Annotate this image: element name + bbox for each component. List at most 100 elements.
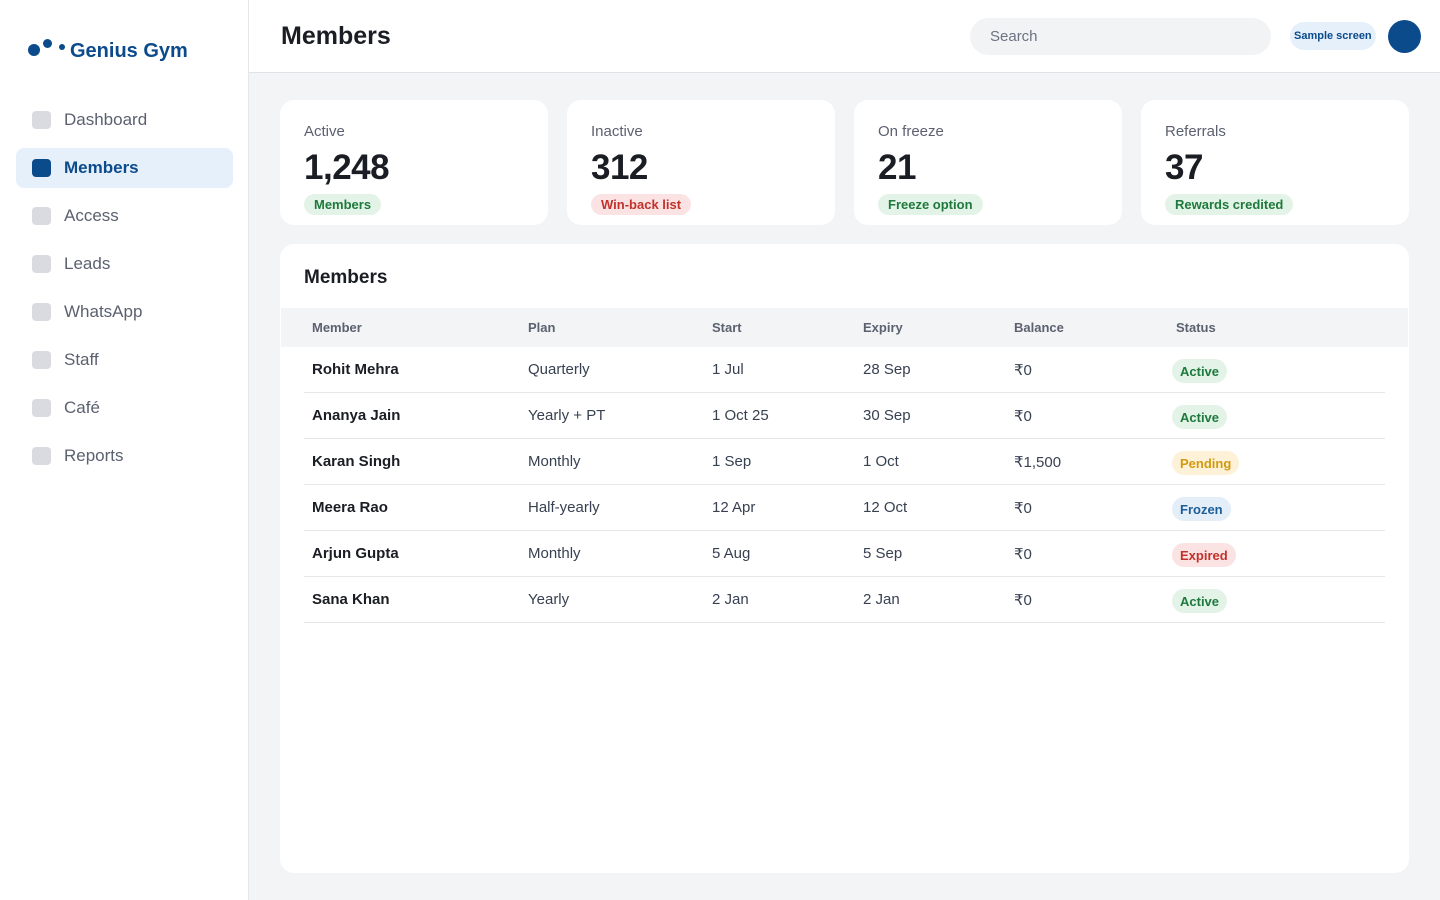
- brand-logo[interactable]: Genius Gym: [28, 30, 188, 70]
- plan-cell: Monthly: [528, 545, 581, 562]
- expiry-cell: 12 Oct: [863, 499, 908, 516]
- page-title: Members: [281, 22, 391, 50]
- cafe-icon: [32, 399, 51, 417]
- start-cell: 12 Apr: [712, 499, 756, 516]
- sidebar-item-label: Staff: [64, 350, 99, 369]
- expiry-cell: 28 Sep: [863, 361, 911, 378]
- stat-value: 1,248: [304, 148, 390, 187]
- sidebar-item-label: Café: [64, 398, 100, 417]
- member-name[interactable]: Rohit Mehra: [312, 361, 399, 378]
- column-header-start[interactable]: Start: [712, 320, 742, 335]
- stat-label: Referrals: [1165, 123, 1226, 140]
- balance-cell: ₹0: [1014, 362, 1032, 379]
- whatsapp-icon: [32, 303, 51, 321]
- member-name[interactable]: Meera Rao: [312, 499, 388, 516]
- sidebar-item-whatsapp[interactable]: WhatsApp: [16, 292, 233, 332]
- sidebar-item-label: Leads: [64, 254, 111, 273]
- plan-cell: Monthly: [528, 453, 581, 470]
- column-header-status[interactable]: Status: [1176, 320, 1216, 335]
- sidebar-item-staff[interactable]: Staff: [16, 340, 233, 380]
- dashboard-icon: [32, 111, 51, 129]
- plan-cell: Quarterly: [528, 361, 590, 378]
- search-input[interactable]: [970, 18, 1271, 55]
- sidebar-item-members[interactable]: Members: [16, 148, 233, 188]
- sample-screen-badge: Sample screen: [1290, 22, 1376, 50]
- sidebar-item-label: Reports: [64, 446, 124, 465]
- stat-badge: Members: [304, 194, 382, 215]
- column-header-member[interactable]: Member: [312, 320, 362, 335]
- member-name[interactable]: Sana Khan: [312, 591, 390, 608]
- member-name[interactable]: Arjun Gupta: [312, 545, 399, 562]
- sidebar-item-label: Access: [64, 206, 119, 225]
- sidebar-item-label: WhatsApp: [64, 302, 143, 321]
- stat-card-active[interactable]: Active 1,248 Members: [280, 100, 548, 225]
- table-row[interactable]: Ananya Jain Yearly + PT 1 Oct 25 30 Sep …: [304, 393, 1385, 439]
- stat-value: 37: [1165, 148, 1203, 187]
- plan-cell: Yearly: [528, 591, 570, 608]
- stat-card-on-freeze[interactable]: On freeze 21 Freeze option: [854, 100, 1122, 225]
- plan-cell: Half-yearly: [528, 499, 600, 516]
- sidebar-item-access[interactable]: Access: [16, 196, 233, 236]
- table-row[interactable]: Karan Singh Monthly 1 Sep 1 Oct ₹1,500 P…: [304, 439, 1385, 485]
- stat-value: 21: [878, 148, 916, 187]
- balance-cell: ₹0: [1014, 546, 1032, 563]
- sidebar-item-leads[interactable]: Leads: [16, 244, 233, 284]
- status-badge: Expired: [1172, 543, 1236, 567]
- balance-cell: ₹1,500: [1014, 454, 1062, 471]
- sidebar-item-cafe[interactable]: Café: [16, 388, 233, 428]
- table-row[interactable]: Meera Rao Half-yearly 12 Apr 12 Oct ₹0 F…: [304, 485, 1385, 531]
- member-name[interactable]: Ananya Jain: [312, 407, 401, 424]
- stat-label: Active: [304, 123, 345, 140]
- status-badge: Frozen: [1172, 497, 1231, 521]
- members-table-panel: Members Member Plan Start Expiry Balance…: [280, 244, 1409, 873]
- start-cell: 1 Jul: [712, 361, 744, 378]
- start-cell: 1 Oct 25: [712, 407, 769, 424]
- table-row[interactable]: Rohit Mehra Quarterly 1 Jul 28 Sep ₹0 Ac…: [304, 347, 1385, 393]
- balance-cell: ₹0: [1014, 592, 1032, 609]
- staff-icon: [32, 351, 51, 369]
- stat-card-referrals[interactable]: Referrals 37 Rewards credited: [1141, 100, 1409, 225]
- top-bar: Members Sample screen: [249, 0, 1440, 73]
- expiry-cell: 30 Sep: [863, 407, 911, 424]
- logo-dots-icon: [28, 39, 68, 61]
- brand-name: Genius Gym: [70, 40, 188, 62]
- start-cell: 1 Sep: [712, 453, 752, 470]
- sidebar-nav: Dashboard Members Access Leads WhatsApp …: [16, 100, 233, 484]
- table-row[interactable]: Sana Khan Yearly 2 Jan 2 Jan ₹0 Active: [304, 577, 1385, 623]
- members-icon: [32, 159, 51, 177]
- table-header: Member Plan Start Expiry Balance Status: [281, 308, 1408, 347]
- leads-icon: [32, 255, 51, 273]
- column-header-expiry[interactable]: Expiry: [863, 320, 903, 335]
- column-header-balance[interactable]: Balance: [1014, 320, 1064, 335]
- start-cell: 5 Aug: [712, 545, 751, 562]
- stat-badge: Freeze option: [878, 194, 983, 215]
- reports-icon: [32, 447, 51, 465]
- stat-label: Inactive: [591, 123, 643, 140]
- stat-badge: Rewards credited: [1165, 194, 1294, 215]
- sidebar-item-label: Dashboard: [64, 110, 148, 129]
- member-name[interactable]: Karan Singh: [312, 453, 401, 470]
- avatar[interactable]: [1388, 20, 1421, 53]
- expiry-cell: 5 Sep: [863, 545, 903, 562]
- sidebar-item-reports[interactable]: Reports: [16, 436, 233, 476]
- sidebar-item-dashboard[interactable]: Dashboard: [16, 100, 233, 140]
- status-badge: Active: [1172, 589, 1228, 613]
- status-badge: Active: [1172, 359, 1228, 383]
- balance-cell: ₹0: [1014, 500, 1032, 517]
- access-icon: [32, 207, 51, 225]
- column-header-plan[interactable]: Plan: [528, 320, 556, 335]
- sidebar-item-label: Members: [64, 158, 139, 177]
- plan-cell: Yearly + PT: [528, 407, 606, 424]
- stat-badge: Win-back list: [591, 194, 692, 215]
- expiry-cell: 1 Oct: [863, 453, 899, 470]
- expiry-cell: 2 Jan: [863, 591, 900, 608]
- sidebar: Genius Gym Dashboard Members Access Lead…: [0, 0, 249, 900]
- table-row[interactable]: Arjun Gupta Monthly 5 Aug 5 Sep ₹0 Expir…: [304, 531, 1385, 577]
- start-cell: 2 Jan: [712, 591, 749, 608]
- status-badge: Pending: [1172, 451, 1240, 475]
- table-title: Members: [304, 267, 388, 288]
- status-badge: Active: [1172, 405, 1228, 429]
- balance-cell: ₹0: [1014, 408, 1032, 425]
- stat-card-inactive[interactable]: Inactive 312 Win-back list: [567, 100, 835, 225]
- stat-label: On freeze: [878, 123, 944, 140]
